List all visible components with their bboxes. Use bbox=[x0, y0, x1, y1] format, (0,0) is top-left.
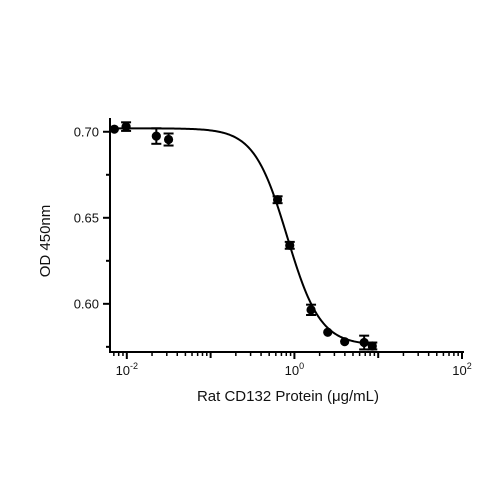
data-point bbox=[163, 134, 174, 145]
data-point bbox=[359, 337, 369, 348]
plot-area bbox=[109, 121, 378, 351]
x-tick-label: 100 bbox=[285, 361, 304, 378]
data-point bbox=[367, 341, 377, 351]
data-point bbox=[151, 131, 161, 141]
data-point bbox=[340, 337, 350, 347]
data-point bbox=[323, 327, 333, 337]
x-axis-title: Rat CD132 Protein (μg/mL) bbox=[197, 388, 379, 405]
y-tick-label: 0.60 bbox=[74, 296, 99, 311]
data-point bbox=[285, 240, 295, 250]
y-tick-label: 0.70 bbox=[74, 124, 99, 139]
fit-curve bbox=[114, 127, 373, 345]
x-tick-label: 10-2 bbox=[116, 361, 138, 378]
x-tick-label: 102 bbox=[452, 361, 471, 378]
data-point bbox=[121, 122, 131, 132]
y-axis-title: OD 450nm bbox=[37, 205, 54, 278]
data-point bbox=[109, 124, 119, 134]
data-point bbox=[272, 195, 283, 205]
data-point bbox=[306, 305, 316, 315]
axes: 0.70 0.65 0.60 10-2 100 102 bbox=[74, 118, 472, 378]
y-tick-label: 0.65 bbox=[74, 210, 99, 225]
